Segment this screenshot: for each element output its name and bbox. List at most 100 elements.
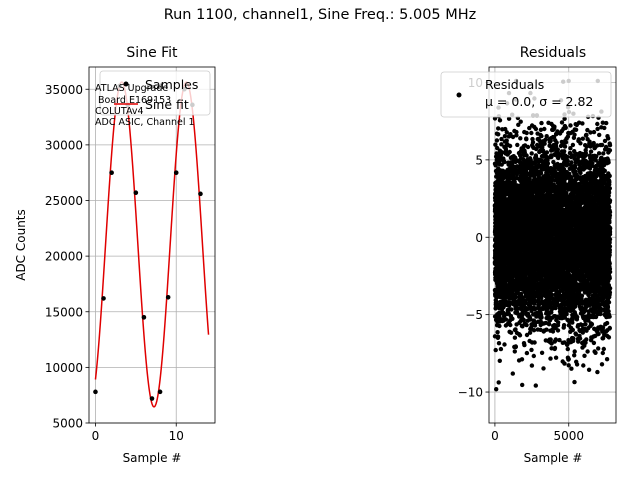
residual-point xyxy=(585,137,590,142)
sample-point xyxy=(157,389,163,395)
residual-point xyxy=(542,126,547,132)
residual-point xyxy=(512,128,517,134)
residual-point xyxy=(555,328,561,333)
residual-point xyxy=(518,156,524,161)
residual-point xyxy=(568,325,574,330)
residual-point xyxy=(606,335,612,340)
sine-fit-legend: Samples Sine fit xyxy=(99,70,211,116)
sine-fit-axes-frame xyxy=(88,66,216,424)
sample-point xyxy=(101,296,106,301)
residual-point xyxy=(572,379,577,385)
residual-point xyxy=(595,126,600,132)
residual-point xyxy=(601,151,606,156)
residual-point xyxy=(591,129,597,135)
residual-point xyxy=(527,338,532,344)
residual-point xyxy=(543,338,548,343)
residual-point xyxy=(512,349,517,354)
sample-point xyxy=(173,170,179,175)
residual-point xyxy=(595,143,600,148)
sample-point xyxy=(149,396,155,401)
sample-point xyxy=(109,170,114,175)
y-tick-label: 15000 xyxy=(45,305,83,319)
residual-point xyxy=(607,143,613,148)
residual-point xyxy=(494,138,500,143)
residual-point xyxy=(496,380,501,385)
residual-point xyxy=(510,371,515,376)
residual-point xyxy=(577,336,583,341)
residual-point xyxy=(549,148,554,153)
residual-point xyxy=(550,329,556,334)
residual-point xyxy=(529,151,534,156)
residual-point xyxy=(507,149,512,155)
residual-point xyxy=(573,169,578,174)
residual-point xyxy=(570,166,576,171)
sample-point xyxy=(165,294,171,300)
sine-fit-line xyxy=(94,81,210,408)
residual-point xyxy=(596,151,602,156)
residual-point xyxy=(585,127,590,133)
residual-point xyxy=(596,346,601,351)
residual-point xyxy=(502,342,507,347)
residual-point xyxy=(557,337,562,343)
residual-point xyxy=(518,136,523,141)
residual-point xyxy=(559,120,565,125)
sine-fit-y-axis-label: ADC Counts xyxy=(14,209,28,281)
residual-point xyxy=(549,346,554,351)
y-tick-label: 5000 xyxy=(52,417,83,431)
residual-point xyxy=(503,317,509,322)
board-annotation: ATLAS Upgrade Board E169153 COLUTAv4 ADC… xyxy=(95,83,195,128)
sample-point xyxy=(93,389,98,395)
residual-point xyxy=(520,382,525,388)
residual-point xyxy=(551,323,556,328)
residual-point xyxy=(552,345,558,351)
residual-point xyxy=(554,317,559,323)
sample-point xyxy=(141,315,147,320)
x-tick-label: 10 xyxy=(169,429,184,443)
residual-point xyxy=(529,130,534,136)
residual-point xyxy=(496,341,502,346)
residual-point xyxy=(499,310,504,315)
residuals-points xyxy=(492,78,613,392)
residual-point xyxy=(553,355,559,360)
residual-point xyxy=(595,369,600,375)
residual-point xyxy=(580,121,585,126)
y-tick-label: 20000 xyxy=(45,250,83,264)
residual-point xyxy=(498,346,504,352)
residual-point xyxy=(601,346,606,352)
residual-point xyxy=(604,320,610,326)
sine-fit-title: Sine Fit xyxy=(126,45,178,61)
residual-point xyxy=(494,387,499,392)
residual-point xyxy=(495,330,500,335)
sine-fit-x-axis-label: Sample # xyxy=(123,451,182,465)
residual-point xyxy=(580,136,585,141)
residual-point xyxy=(597,132,602,138)
y-tick-label: 30000 xyxy=(45,138,83,152)
residual-point xyxy=(548,356,553,361)
residual-point xyxy=(565,346,570,352)
residual-point xyxy=(539,120,544,126)
sample-point xyxy=(133,190,139,196)
residual-point xyxy=(573,122,578,127)
annotation-line: ADC ASIC, Channel 1 xyxy=(95,117,195,128)
residual-point xyxy=(507,143,513,149)
residual-point xyxy=(560,359,565,364)
residual-point xyxy=(541,366,546,371)
residual-point xyxy=(544,134,549,139)
annotation-line: ATLAS Upgrade xyxy=(95,83,168,94)
residual-point xyxy=(562,116,567,122)
residual-point xyxy=(585,349,590,354)
residual-point xyxy=(530,144,535,149)
annotation-line: Board E169153 xyxy=(95,95,171,106)
legend-marker-samples xyxy=(123,81,129,87)
residual-point xyxy=(499,136,504,142)
residual-point xyxy=(558,288,563,293)
residual-point xyxy=(493,142,498,147)
residual-point xyxy=(603,329,609,334)
figure-suptitle: Run 1100, channel1, Sine Freq.: 5.005 MH… xyxy=(163,7,477,23)
residual-point xyxy=(595,121,600,127)
sample-point xyxy=(198,191,203,197)
residual-point xyxy=(568,123,573,128)
